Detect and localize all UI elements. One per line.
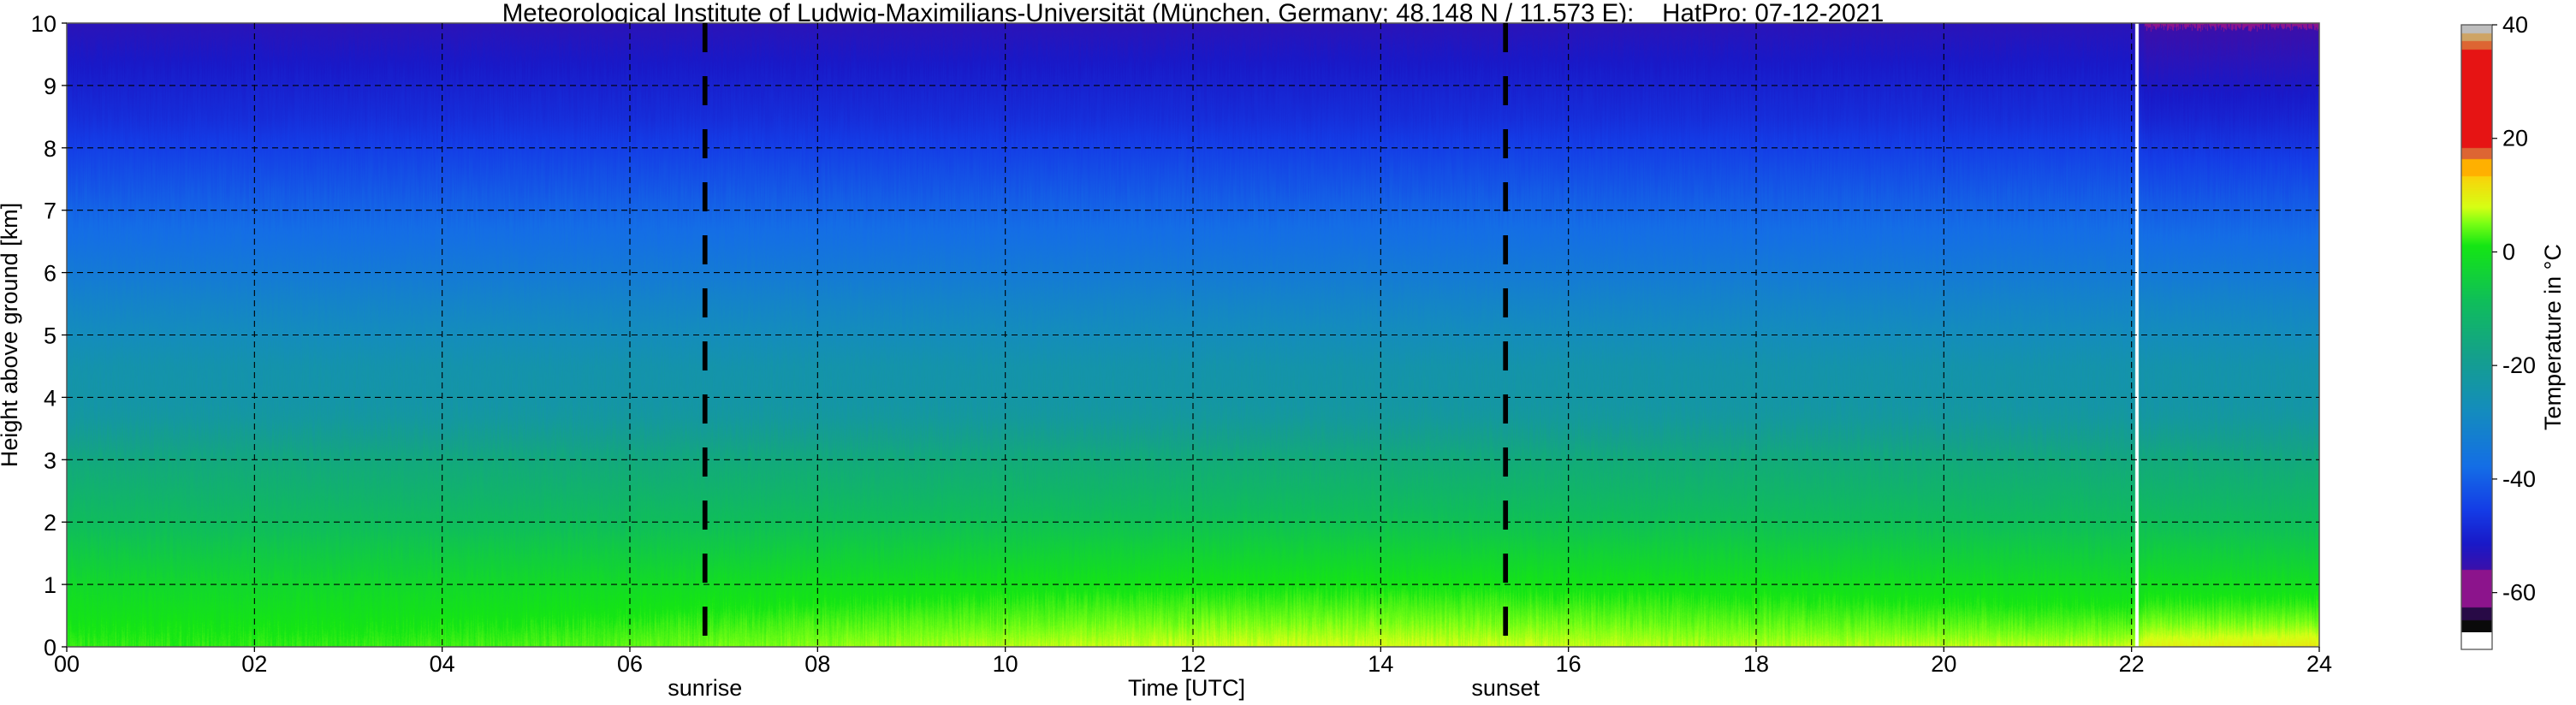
svg-text:8: 8 xyxy=(44,136,56,162)
svg-text:Temperature in °C: Temperature in °C xyxy=(2540,244,2566,430)
svg-text:3: 3 xyxy=(44,447,56,473)
svg-text:4: 4 xyxy=(44,385,56,411)
svg-text:40: 40 xyxy=(2502,12,2528,38)
svg-text:20: 20 xyxy=(1931,651,1956,677)
svg-text:06: 06 xyxy=(617,651,643,677)
svg-text:20: 20 xyxy=(2502,126,2528,151)
svg-text:12: 12 xyxy=(1180,651,1206,677)
svg-text:18: 18 xyxy=(1743,651,1769,677)
svg-text:04: 04 xyxy=(430,651,455,677)
svg-text:00: 00 xyxy=(54,651,80,677)
svg-text:08: 08 xyxy=(804,651,830,677)
svg-text:-40: -40 xyxy=(2502,466,2536,492)
svg-text:10: 10 xyxy=(993,651,1018,677)
svg-text:24: 24 xyxy=(2306,651,2332,677)
svg-text:sunset: sunset xyxy=(1471,675,1540,701)
svg-text:16: 16 xyxy=(1556,651,1582,677)
svg-text:Height above ground [km]: Height above ground [km] xyxy=(0,203,22,467)
svg-text:9: 9 xyxy=(44,74,56,99)
svg-text:02: 02 xyxy=(241,651,267,677)
svg-text:14: 14 xyxy=(1368,651,1393,677)
svg-text:0: 0 xyxy=(2502,239,2515,264)
svg-text:sunrise: sunrise xyxy=(668,675,742,701)
svg-text:6: 6 xyxy=(44,261,56,287)
svg-text:10: 10 xyxy=(31,11,56,37)
svg-text:1: 1 xyxy=(44,572,56,598)
svg-text:22: 22 xyxy=(2119,651,2145,677)
svg-text:5: 5 xyxy=(44,323,56,349)
svg-text:Time [UTC]: Time [UTC] xyxy=(1128,675,1245,701)
svg-text:-20: -20 xyxy=(2502,352,2536,378)
svg-text:2: 2 xyxy=(44,510,56,536)
svg-text:7: 7 xyxy=(44,198,56,224)
svg-text:-60: -60 xyxy=(2502,580,2536,606)
